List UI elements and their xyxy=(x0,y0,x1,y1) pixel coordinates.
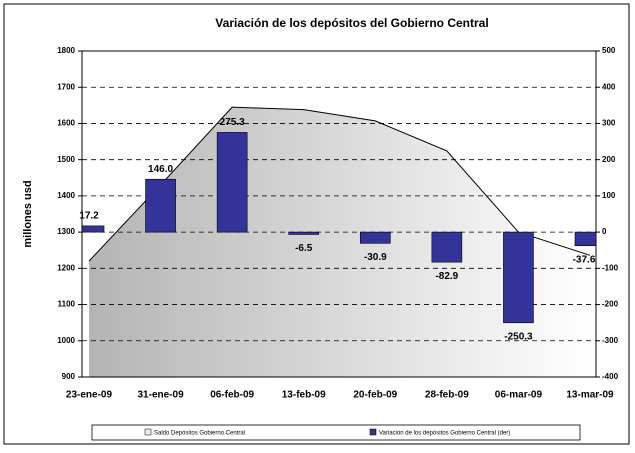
y2-tick-label: -200 xyxy=(602,300,619,309)
y-tick-label: 1300 xyxy=(57,227,75,236)
y2-tick-label: -300 xyxy=(602,336,619,345)
x-tick-label: 20-feb-09 xyxy=(353,390,397,401)
y-tick-label: 1700 xyxy=(57,82,75,91)
y2-tick-label: 0 xyxy=(602,227,607,236)
value-label: 17.2 xyxy=(79,211,99,222)
value-label: 275.3 xyxy=(220,117,245,128)
y-tick-label: 1200 xyxy=(57,263,75,272)
x-tick-label: 31-ene-09 xyxy=(138,390,185,401)
x-tick-label: 06-feb-09 xyxy=(210,390,254,401)
y-tick-label: 1000 xyxy=(57,336,75,345)
y-tick-label: 1800 xyxy=(57,46,75,55)
y-axis-label: millones usd xyxy=(22,180,34,247)
y2-tick-label: -400 xyxy=(602,372,619,381)
y2-tick-label: 300 xyxy=(602,119,616,128)
bar xyxy=(288,231,320,235)
y-tick-label: 1500 xyxy=(57,155,75,164)
y-tick-label: 1100 xyxy=(58,300,76,309)
y2-tick-label: 200 xyxy=(602,155,616,164)
x-tick-label: 13-mar-09 xyxy=(566,390,614,401)
bar xyxy=(145,178,176,233)
x-tick-label: 28-feb-09 xyxy=(425,390,469,401)
y-tick-label: 1600 xyxy=(57,119,75,128)
value-label: -30.9 xyxy=(364,252,387,263)
legend-box xyxy=(91,424,581,441)
value-label: 146.0 xyxy=(148,164,173,175)
bar xyxy=(431,231,463,263)
bar xyxy=(81,225,105,233)
legend-marker xyxy=(144,428,152,436)
x-tick-label: 23-ene-09 xyxy=(66,390,113,401)
y2-tick-label: 100 xyxy=(602,191,616,200)
y2-tick-label: 400 xyxy=(602,82,616,91)
value-label: -82.9 xyxy=(435,271,458,282)
y-tick-label: 1400 xyxy=(57,191,75,200)
value-label: -250.3 xyxy=(504,331,533,342)
bar xyxy=(216,132,248,233)
y2-tick-label: -100 xyxy=(602,263,619,272)
value-label: -37.6 xyxy=(573,254,596,265)
x-tick-label: 06-mar-09 xyxy=(495,390,543,401)
bar xyxy=(574,231,597,247)
area xyxy=(89,107,590,378)
legend-label: Saldo Depósitos Gobierno Central xyxy=(154,431,245,437)
legend-label: Variación de los depósitos Gobierno Cent… xyxy=(379,431,510,437)
chart-title: Variación de los depósitos del Gobierno … xyxy=(215,16,488,30)
area-line xyxy=(88,106,591,262)
y-tick-label: 900 xyxy=(62,372,76,381)
plot-border xyxy=(81,50,597,378)
bar xyxy=(503,231,534,324)
x-tick-label: 13-feb-09 xyxy=(282,390,326,401)
y2-tick-label: 500 xyxy=(602,46,616,55)
legend-marker xyxy=(369,428,377,436)
bar xyxy=(359,231,391,244)
value-label: -6.5 xyxy=(295,243,313,254)
